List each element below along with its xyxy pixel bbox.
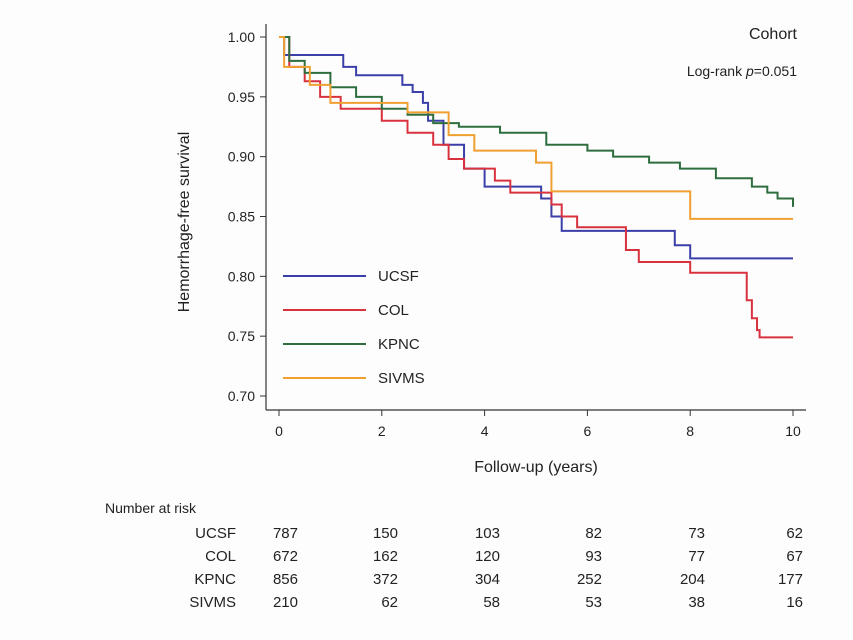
risk-value: 150 bbox=[373, 525, 398, 542]
y-tick-label: 0.80 bbox=[228, 268, 255, 284]
y-tick-label: 0.70 bbox=[228, 388, 255, 404]
risk-value: 177 bbox=[778, 571, 803, 588]
risk-value: 73 bbox=[688, 525, 705, 542]
x-tick-label: 0 bbox=[275, 423, 283, 439]
risk-value: 82 bbox=[585, 525, 602, 542]
risk-value: 67 bbox=[786, 548, 803, 565]
risk-value: 38 bbox=[688, 594, 705, 611]
y-tick-label: 0.75 bbox=[228, 328, 255, 344]
risk-value: 77 bbox=[688, 548, 705, 565]
risk-row-label: KPNC bbox=[194, 571, 236, 588]
y-tick-label: 0.85 bbox=[228, 209, 255, 225]
risk-row-label: SIVMS bbox=[189, 594, 236, 611]
risk-value: 103 bbox=[475, 525, 500, 542]
risk-value: 372 bbox=[373, 571, 398, 588]
risk-value: 62 bbox=[381, 594, 398, 611]
risk-value: 252 bbox=[577, 571, 602, 588]
y-tick-label: 0.95 bbox=[228, 89, 255, 105]
risk-value: 672 bbox=[273, 548, 298, 565]
risk-value: 16 bbox=[786, 594, 803, 611]
risk-table-title: Number at risk bbox=[105, 500, 197, 516]
risk-value: 53 bbox=[585, 594, 602, 611]
risk-value: 304 bbox=[475, 571, 500, 588]
legend-label: UCSF bbox=[378, 268, 419, 285]
risk-row-label: COL bbox=[205, 548, 236, 565]
curve-kpnc bbox=[279, 36, 794, 207]
x-tick-label: 2 bbox=[378, 423, 386, 439]
risk-value: 120 bbox=[475, 548, 500, 565]
logrank-annotation: Log-rank p=0.051 bbox=[687, 63, 797, 79]
x-axis-label: Follow-up (years) bbox=[474, 459, 598, 476]
annotation-value: =0.051 bbox=[754, 63, 797, 79]
x-tick-label: 10 bbox=[785, 423, 801, 439]
curve-col bbox=[279, 36, 793, 339]
annotation-prefix: Log-rank bbox=[687, 63, 746, 79]
risk-value: 93 bbox=[585, 548, 602, 565]
risk-value: 204 bbox=[680, 571, 705, 588]
risk-value: 62 bbox=[786, 525, 803, 542]
legend-label: KPNC bbox=[378, 336, 420, 353]
y-tick-label: 0.90 bbox=[228, 149, 255, 165]
legend-label: SIVMS bbox=[378, 370, 425, 387]
curve-sivms bbox=[279, 36, 793, 220]
risk-value: 210 bbox=[273, 594, 298, 611]
x-tick-label: 6 bbox=[584, 423, 592, 439]
legend-label: COL bbox=[378, 302, 409, 319]
chart-title: Cohort bbox=[749, 26, 798, 43]
y-axis-label: Hemorrhage-free survival bbox=[176, 132, 193, 313]
curve-ucsf bbox=[279, 36, 793, 260]
risk-value: 856 bbox=[273, 571, 298, 588]
risk-value: 162 bbox=[373, 548, 398, 565]
annotation-p: p bbox=[745, 63, 754, 79]
risk-value: 787 bbox=[273, 525, 298, 542]
y-tick-label: 1.00 bbox=[228, 29, 255, 45]
x-tick-label: 4 bbox=[481, 423, 489, 439]
x-tick-label: 8 bbox=[686, 423, 694, 439]
risk-row-label: UCSF bbox=[195, 525, 236, 542]
risk-value: 58 bbox=[483, 594, 500, 611]
